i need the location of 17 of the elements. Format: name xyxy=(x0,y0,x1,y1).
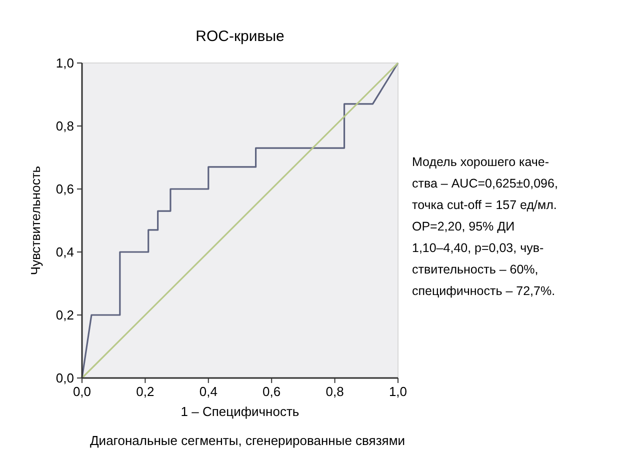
y-tick-label: 0,2 xyxy=(56,308,74,323)
text: Диагональные сегменты, сгенерированные связями xyxy=(90,433,406,448)
x-axis-title: 1 – Специфичность xyxy=(180,404,300,419)
y-axis-title: Чувствительность xyxy=(28,166,43,276)
x-tick-label: 0,0 xyxy=(72,384,92,399)
x-tick-label: 0,8 xyxy=(326,384,344,399)
x-tick-label: 0,2 xyxy=(136,384,154,399)
y-tick-label: 0,8 xyxy=(56,118,74,134)
x-tick-label: 0,6 xyxy=(262,384,281,399)
y-tick-label: 0,0 xyxy=(56,370,74,386)
chart-title: ROC-кривые xyxy=(196,28,284,45)
y-tick-label: 1,0 xyxy=(56,56,74,71)
y-tick-label: 0,6 xyxy=(56,182,74,197)
y-tick-label: 0,4 xyxy=(56,244,74,260)
x-tick-label: 0,4 xyxy=(199,384,218,399)
x-tick-label: 1,0 xyxy=(388,384,408,399)
text: Модель хорошего каче- ства – AUC=0,625±0,096, точка cut-off = 157 ед/мл. ОР=2,20, 95% ДИ 1,10–4,40, p=0,03, чув- ствительность – 60%, специфичность – 72,7%. xyxy=(412,155,558,298)
